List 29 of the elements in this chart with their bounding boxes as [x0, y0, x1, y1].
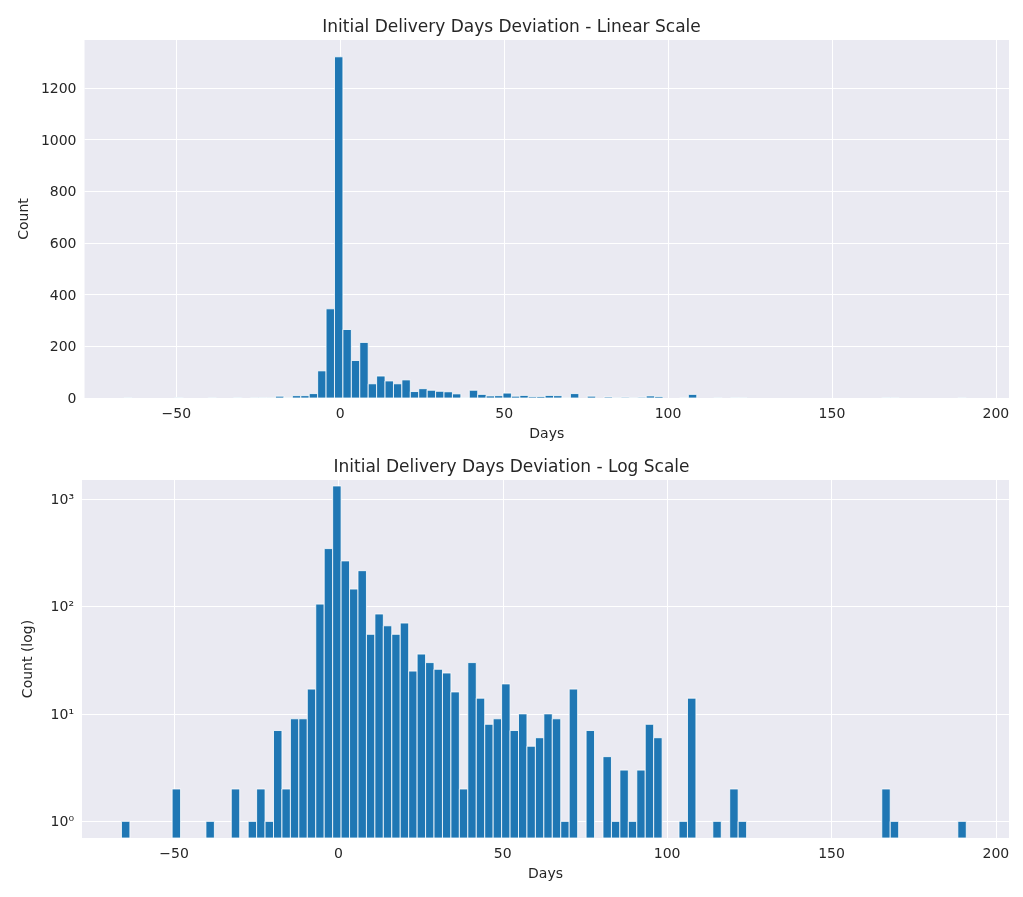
y-tick-label: 800 — [49, 183, 77, 200]
y-tick-label: 1000 — [40, 131, 77, 148]
x-tick-label: 0 — [335, 405, 345, 421]
x-axis-title: Days — [529, 425, 565, 441]
y-tick-label: 200 — [49, 338, 77, 355]
x-axis-title: Days — [528, 865, 563, 881]
x-tick-label: 50 — [495, 405, 514, 421]
x-tick-label: 150 — [818, 845, 845, 861]
y-tick-label: 400 — [49, 286, 77, 303]
x-tick-label: 0 — [333, 845, 343, 861]
x-tick-label: 50 — [493, 845, 512, 861]
x-tick-label: 200 — [982, 405, 1010, 421]
x-tick-label: 100 — [653, 845, 681, 861]
y-tick-label: 600 — [49, 234, 77, 251]
x-tick-label: 150 — [818, 405, 846, 421]
y-tick-label: 10² — [50, 598, 74, 615]
x-tick-label: −50 — [161, 405, 192, 421]
y-axis-title: Count (log) — [19, 619, 35, 699]
y-tick-label: 10⁰ — [50, 813, 75, 830]
x-tick-label: −50 — [159, 845, 189, 861]
chart-title: Initial Delivery Days Deviation - Log Scale — [333, 455, 690, 476]
y-axis-title: Count — [15, 197, 31, 240]
x-tick-label: 200 — [982, 845, 1010, 861]
chart-title: Initial Delivery Days Deviation - Linear Scale — [322, 15, 701, 36]
y-tick-label: 0 — [67, 390, 77, 406]
y-tick-label: 10¹ — [50, 705, 74, 722]
x-tick-label: 100 — [654, 405, 682, 421]
y-tick-label: 1200 — [40, 79, 77, 96]
y-tick-label: 10³ — [50, 490, 74, 507]
